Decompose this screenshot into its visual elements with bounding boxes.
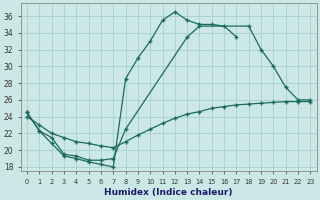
X-axis label: Humidex (Indice chaleur): Humidex (Indice chaleur) (104, 188, 233, 197)
